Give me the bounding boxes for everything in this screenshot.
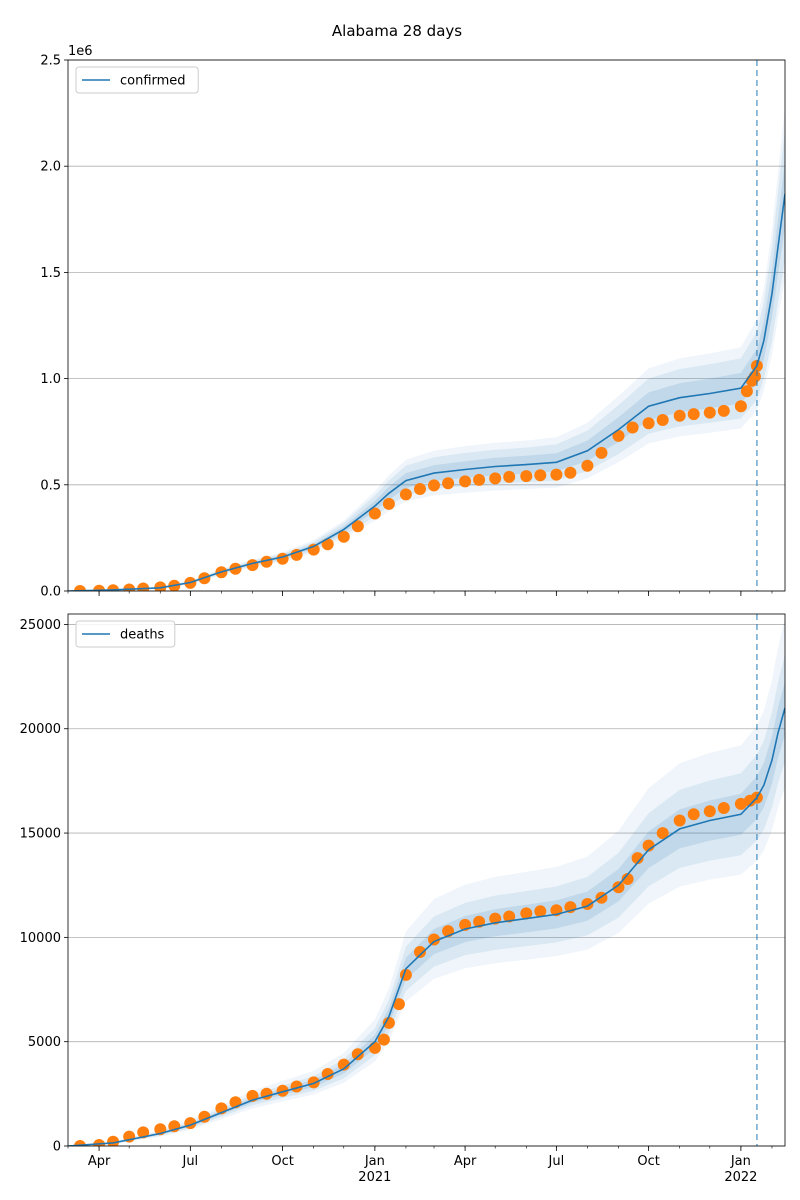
observed-point bbox=[503, 910, 516, 923]
y-offset-label: 1e6 bbox=[68, 44, 93, 59]
confirmed-panel: 0.0 0.5 1.0 1.5 2.0 2.5 1e6 confirmed bbox=[40, 44, 786, 600]
observed-point bbox=[414, 483, 426, 495]
y-tick-label: 0 bbox=[53, 1140, 61, 1155]
observed-point bbox=[740, 385, 753, 398]
x-tick-year-label: 2021 bbox=[358, 1170, 391, 1185]
observed-point bbox=[307, 543, 320, 556]
observed-point bbox=[382, 497, 395, 510]
legend-label: confirmed bbox=[120, 74, 186, 89]
observed-point bbox=[428, 479, 440, 492]
legend-label: deaths bbox=[120, 628, 165, 643]
observed-point bbox=[399, 488, 412, 501]
x-tick-label: Jul bbox=[548, 1154, 565, 1169]
observed-point bbox=[534, 905, 547, 918]
observed-point bbox=[307, 1076, 320, 1089]
observed-point bbox=[392, 998, 405, 1011]
x-tick-label: Jan bbox=[730, 1154, 751, 1169]
observed-point bbox=[673, 409, 686, 422]
observed-point bbox=[276, 1084, 289, 1097]
y-tick-label: 15000 bbox=[20, 827, 61, 842]
observed-point bbox=[351, 1048, 364, 1061]
observed-point bbox=[717, 404, 730, 417]
observed-point bbox=[137, 1126, 150, 1139]
observed-point bbox=[321, 538, 334, 551]
model-line bbox=[68, 193, 785, 591]
observed-point bbox=[368, 1041, 381, 1054]
y-tick-label: 5000 bbox=[28, 1035, 61, 1050]
plot-area bbox=[68, 617, 785, 1146]
legend: deaths bbox=[75, 620, 176, 648]
y-tick-label: 10000 bbox=[20, 931, 61, 946]
figure-title: Alabama 28 days bbox=[332, 22, 462, 40]
y-tick-label: 2.5 bbox=[40, 54, 61, 69]
observed-point bbox=[703, 805, 716, 818]
observed-point bbox=[534, 469, 547, 482]
observed-point bbox=[351, 520, 364, 533]
observed-point bbox=[489, 472, 502, 485]
legend: confirmed bbox=[75, 66, 199, 94]
observed-point bbox=[734, 797, 747, 810]
y-tick-label: 1.0 bbox=[40, 372, 61, 387]
y-tick-label: 1.5 bbox=[40, 266, 61, 281]
axes-frame bbox=[67, 613, 786, 1147]
confidence-band-0 bbox=[68, 654, 785, 1146]
axes-frame bbox=[67, 59, 786, 592]
observed-point bbox=[459, 475, 472, 488]
observed-point bbox=[621, 873, 634, 885]
observed-point bbox=[642, 417, 655, 430]
observed-point bbox=[612, 881, 625, 894]
x-tick-label: Apr bbox=[88, 1154, 111, 1169]
observed-point bbox=[368, 507, 381, 520]
observed-point bbox=[503, 470, 516, 483]
y-tick-label: 0.5 bbox=[40, 478, 61, 493]
observed-point bbox=[581, 459, 594, 472]
x-tick-label: Jan bbox=[364, 1154, 385, 1169]
observed-point bbox=[656, 414, 669, 426]
observed-point bbox=[673, 814, 686, 827]
x-tick-label: Oct bbox=[271, 1154, 293, 1169]
plot-area bbox=[68, 106, 785, 591]
observed-point bbox=[337, 530, 350, 543]
observed-point bbox=[74, 585, 86, 591]
observed-point bbox=[377, 1033, 390, 1046]
x-tick-label: Jul bbox=[181, 1154, 198, 1169]
y-tick-label: 25000 bbox=[20, 618, 61, 633]
observed-point bbox=[337, 1058, 350, 1071]
observed-point bbox=[321, 1068, 334, 1080]
observed-point bbox=[473, 473, 486, 486]
model-line bbox=[68, 707, 785, 1146]
observed-point bbox=[631, 852, 644, 865]
observed-point bbox=[703, 406, 716, 419]
x-tick-label: Apr bbox=[454, 1154, 477, 1169]
observed-point bbox=[748, 370, 761, 383]
observed-point bbox=[564, 466, 577, 479]
observed-point bbox=[414, 946, 426, 958]
observed-point bbox=[687, 408, 700, 421]
legend-box bbox=[75, 620, 176, 648]
observed-point bbox=[595, 446, 608, 459]
x-tick-label: Oct bbox=[637, 1154, 659, 1169]
observed-point bbox=[520, 470, 533, 483]
confidence-band-2 bbox=[68, 617, 785, 1146]
observed-point bbox=[550, 468, 563, 481]
observed-point bbox=[734, 400, 747, 413]
observed-point bbox=[656, 827, 669, 840]
observed-point bbox=[626, 421, 639, 434]
observed-point bbox=[520, 907, 533, 920]
legend-box bbox=[75, 66, 199, 94]
x-tick-year-label: 2022 bbox=[724, 1170, 757, 1185]
observed-point bbox=[260, 555, 273, 568]
observed-point bbox=[717, 802, 730, 814]
observed-point bbox=[612, 429, 625, 442]
observed-point bbox=[442, 477, 455, 490]
y-tick-label: 0.0 bbox=[40, 585, 61, 600]
confidence-band-2 bbox=[68, 106, 785, 591]
y-tick-label: 2.0 bbox=[40, 160, 61, 175]
observed-point bbox=[382, 1016, 395, 1029]
observed-point bbox=[687, 808, 700, 821]
observed-point bbox=[428, 933, 440, 946]
y-tick-label: 20000 bbox=[20, 722, 61, 737]
